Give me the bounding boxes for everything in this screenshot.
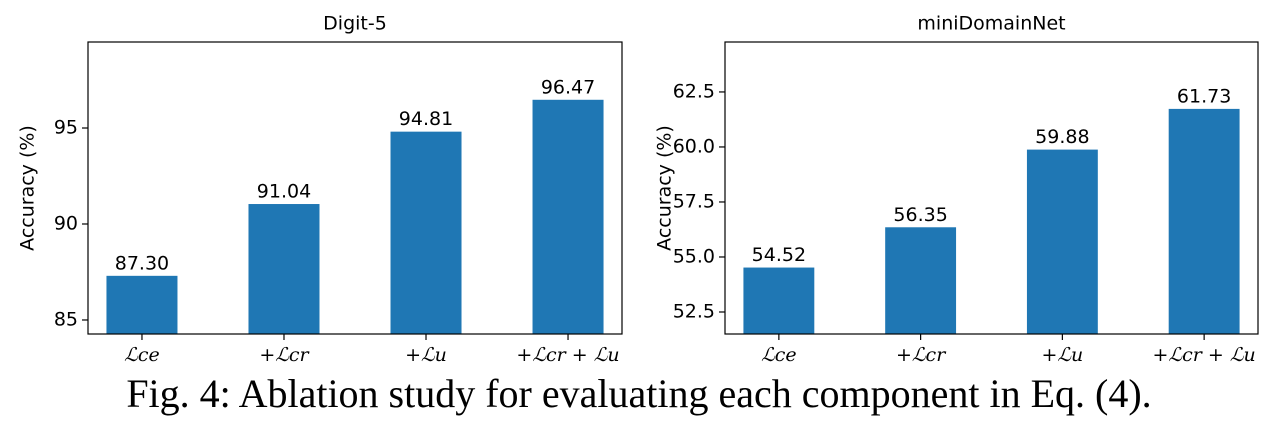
x-tick-label: +ℒu (1041, 344, 1083, 366)
value-label: 54.52 (752, 244, 806, 266)
bar (106, 275, 178, 334)
value-label: 96.47 (541, 76, 595, 98)
y-tick-label: 62.5 (673, 80, 715, 102)
bar (1168, 108, 1240, 335)
y-tick-label: 60.0 (673, 135, 715, 157)
chart-title: Digit-5 (323, 13, 387, 35)
x-tick-label: +ℒcr + ℒu (516, 344, 619, 366)
plot-frame (724, 41, 1259, 335)
value-label: 61.73 (1177, 85, 1231, 107)
x-tick-label: +ℒcr (259, 344, 310, 366)
x-tick-label: ℒce (124, 344, 160, 366)
y-tick-label: 52.5 (673, 300, 715, 322)
bar (1026, 149, 1098, 334)
x-tick-label: +ℒcr (896, 344, 947, 366)
bar (532, 99, 604, 334)
plot-frame (87, 41, 623, 335)
bar (743, 267, 815, 334)
chart-title: miniDomainNet (917, 13, 1065, 35)
y-tick-label: 55.0 (673, 245, 715, 267)
y-tick-label: 95 (54, 117, 78, 139)
y-tick-label: 57.5 (673, 190, 715, 212)
y-tick-label: 90 (54, 212, 78, 234)
bar (248, 204, 320, 334)
x-tick-label: +ℒcr + ℒu (1153, 344, 1256, 366)
y-axis-label: Accuracy (%) (654, 125, 676, 251)
y-tick-label: 85 (54, 308, 78, 330)
value-label: 56.35 (893, 204, 947, 226)
value-label: 59.88 (1035, 126, 1089, 148)
x-tick-label: +ℒu (405, 344, 447, 366)
caption: Fig. 4: Ablation study for evaluating ea… (126, 371, 1151, 416)
y-axis-label: Accuracy (%) (17, 125, 39, 251)
x-tick-label: ℒce (761, 344, 797, 366)
value-label: 94.81 (399, 108, 453, 130)
bar (885, 227, 957, 334)
bar (390, 131, 462, 334)
value-label: 91.04 (257, 181, 311, 203)
value-label: 87.30 (115, 252, 169, 274)
